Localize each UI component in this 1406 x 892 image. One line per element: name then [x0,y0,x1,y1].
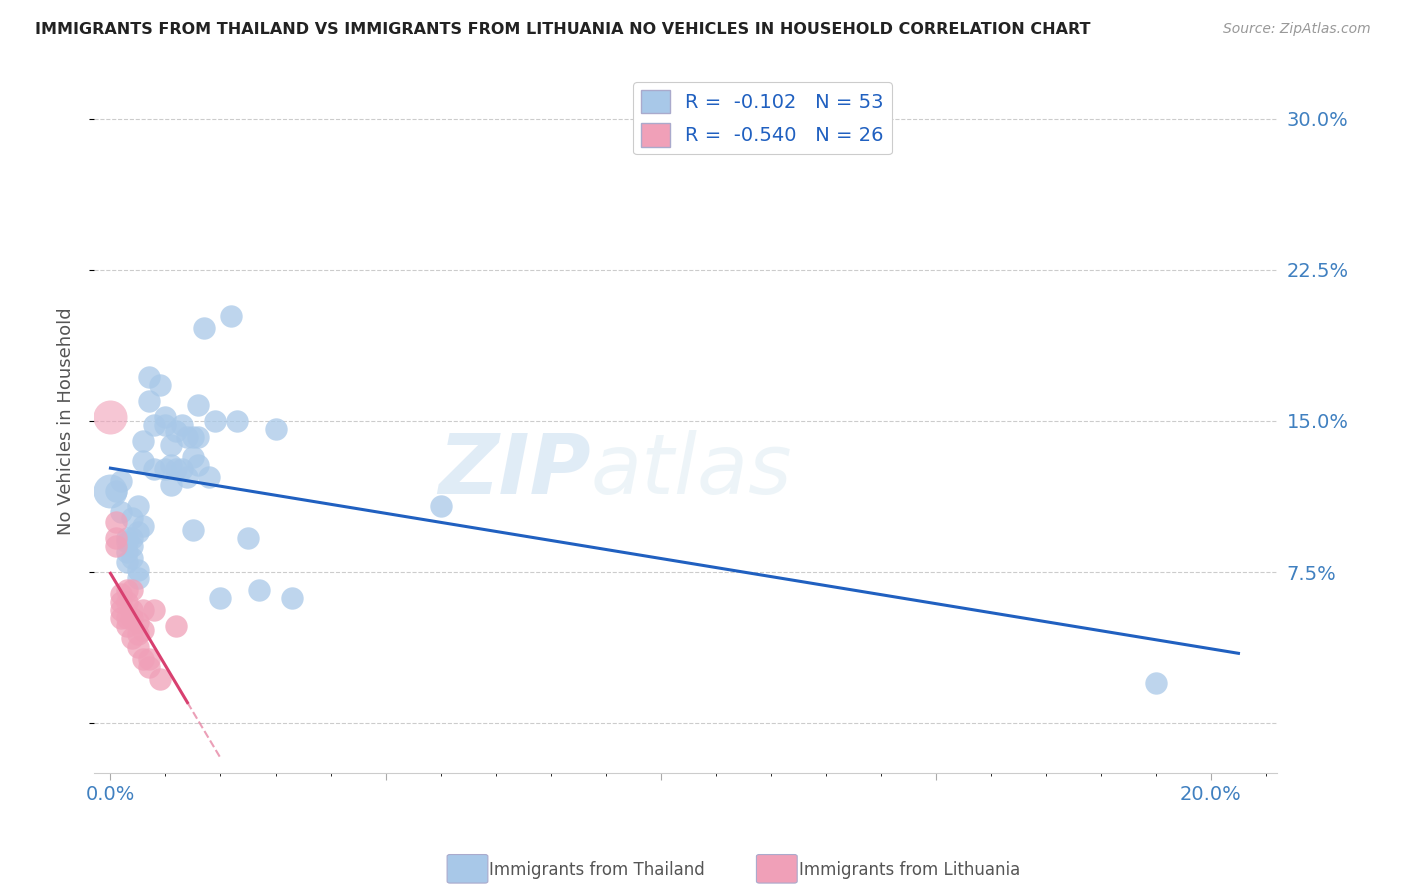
Point [115,555,138,569]
Legend: R =  -0.102   N = 53, R =  -0.540   N = 26: R = -0.102 N = 53, R = -0.540 N = 26 [633,82,891,154]
Point [221,310,243,324]
Point [121,550,143,565]
Point [138,393,160,408]
Text: Immigrants from Lithuania: Immigrants from Lithuania [799,861,1019,879]
Point [170,417,193,432]
Point [166,462,188,476]
Point [193,321,215,335]
Point [149,377,172,392]
Point [1144,675,1167,690]
Point [138,369,160,384]
Point [138,651,160,665]
Point [160,458,183,473]
Point [115,534,138,549]
Point [429,499,451,513]
Point [104,515,127,529]
Point [281,591,304,606]
Point [181,430,204,444]
Point [138,659,160,673]
Point [166,424,188,438]
Point [132,518,155,533]
Point [209,591,232,606]
Point [110,611,132,625]
Point [110,587,132,601]
Point [104,531,127,545]
Point [115,545,138,559]
Point [170,462,193,476]
Point [104,484,127,499]
Point [160,478,183,492]
Point [115,583,138,598]
Point [121,539,143,553]
Point [127,640,149,654]
Point [121,510,143,524]
Point [264,422,287,436]
Text: IMMIGRANTS FROM THAILAND VS IMMIGRANTS FROM LITHUANIA NO VEHICLES IN HOUSEHOLD C: IMMIGRANTS FROM THAILAND VS IMMIGRANTS F… [35,22,1091,37]
Point [121,583,143,598]
Point [166,619,188,633]
Text: Immigrants from Thailand: Immigrants from Thailand [489,861,704,879]
Point [132,434,155,449]
Point [204,414,226,428]
Point [143,462,166,476]
Point [100,484,122,499]
Text: atlas: atlas [591,430,793,511]
Point [247,583,270,598]
Point [160,438,183,452]
Point [100,409,122,424]
Point [127,524,149,539]
Point [155,417,177,432]
Point [121,632,143,646]
Point [115,531,138,545]
Point [181,450,204,465]
Point [127,627,149,641]
Point [176,470,198,484]
Point [110,475,132,489]
Point [127,571,149,585]
Point [187,398,209,412]
Point [143,417,166,432]
Point [187,430,209,444]
Y-axis label: No Vehicles in Household: No Vehicles in Household [58,307,75,535]
Point [127,499,149,513]
Point [115,611,138,625]
Text: Source: ZipAtlas.com: Source: ZipAtlas.com [1223,22,1371,37]
Point [121,531,143,545]
Point [121,611,143,625]
Point [110,603,132,617]
Point [187,458,209,473]
Point [155,462,177,476]
Point [143,603,166,617]
Point [132,603,155,617]
Point [121,603,143,617]
Point [110,505,132,519]
Point [198,470,221,484]
Point [226,414,249,428]
Point [236,531,259,545]
Point [155,409,177,424]
Point [127,615,149,630]
Point [104,539,127,553]
Point [110,595,132,609]
Point [149,672,172,686]
Point [127,563,149,577]
Point [132,624,155,638]
Point [115,595,138,609]
Point [132,454,155,468]
Point [132,651,155,665]
Text: ZIP: ZIP [439,430,591,511]
Point [181,523,204,537]
Point [115,619,138,633]
Point [176,430,198,444]
